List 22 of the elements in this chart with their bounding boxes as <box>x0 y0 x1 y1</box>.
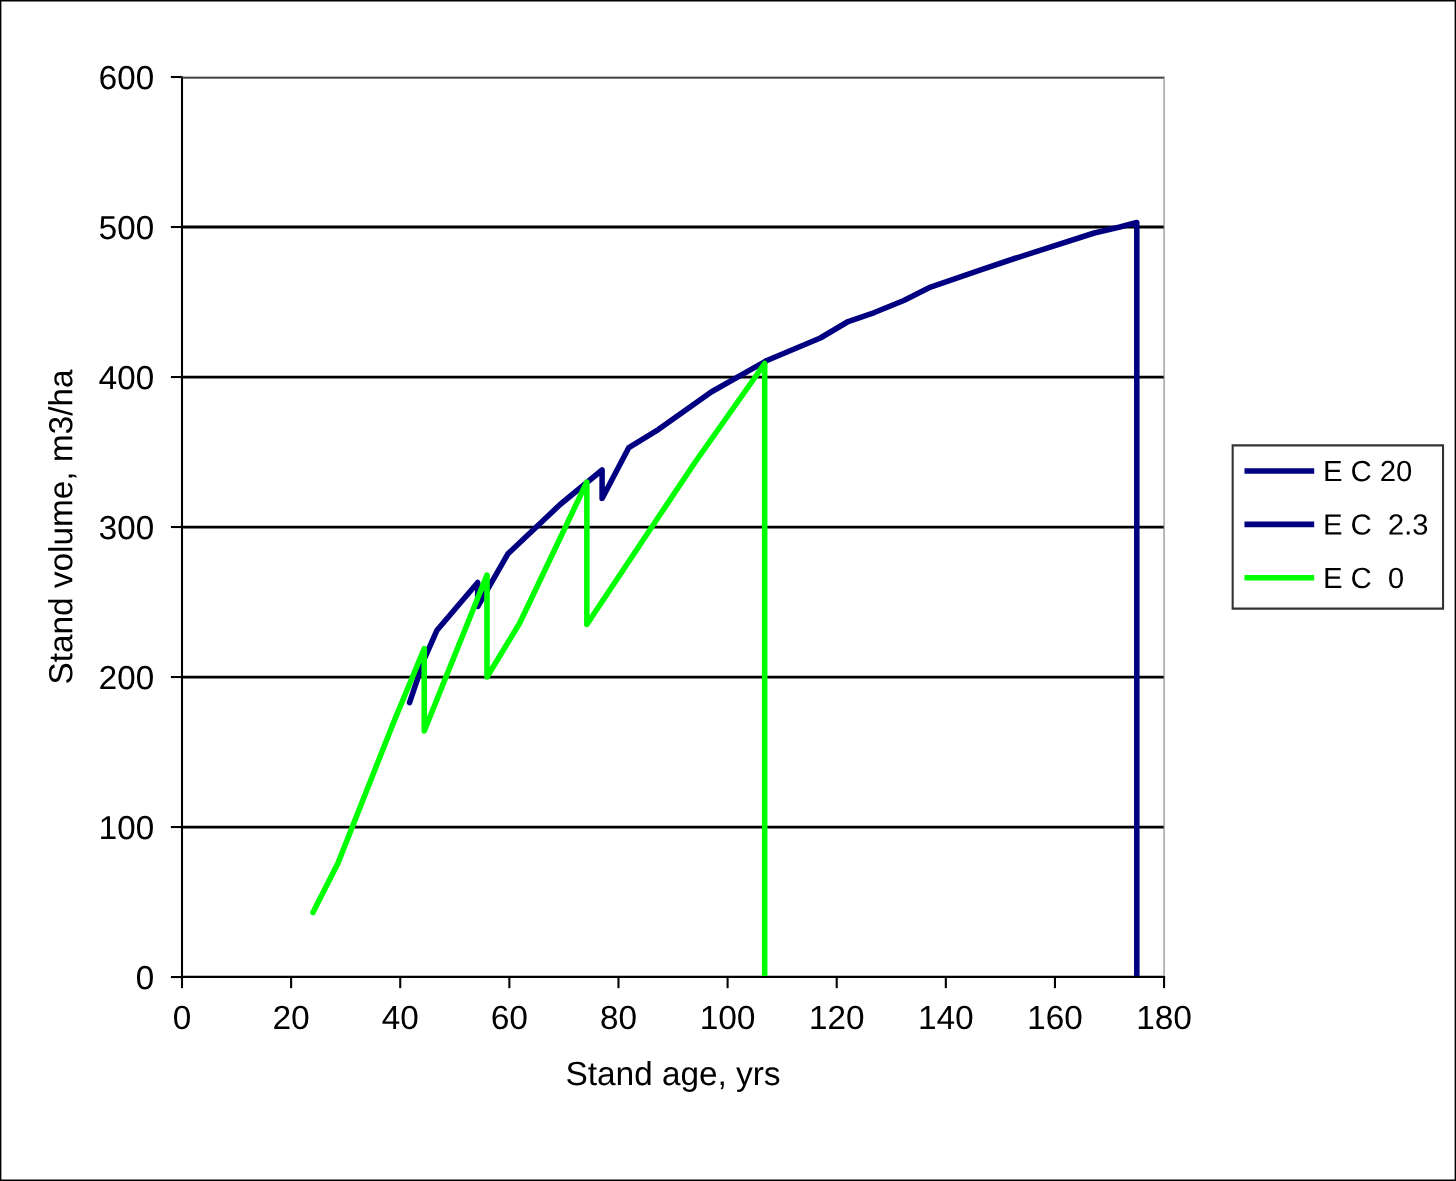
x-tick-label: 60 <box>492 1005 527 1030</box>
x-tick-label: 100 <box>702 1005 755 1030</box>
x-tick-label: 20 <box>274 1005 309 1030</box>
y-tick-label: 300 <box>99 515 153 540</box>
x-tick-label: 40 <box>382 1005 418 1030</box>
x-tick-label: 80 <box>601 1005 636 1030</box>
legend-label: E C 2.3 <box>1325 514 1428 535</box>
x-tick-label: 0 <box>174 1005 190 1030</box>
y-tick-label: 400 <box>99 365 153 390</box>
y-tick-label: 600 <box>100 65 153 90</box>
y-axis-title: Stand volume, m3/ha <box>48 369 77 683</box>
x-tick-label: 180 <box>1138 1005 1191 1030</box>
x-tick-label: 140 <box>920 1005 973 1030</box>
y-tick-label: 100 <box>101 815 153 840</box>
legend-label: E C 20 <box>1325 460 1412 482</box>
x-axis-title: Stand age, yrs <box>567 1060 780 1092</box>
x-tick-label: 160 <box>1029 1005 1082 1030</box>
legend-label: E C 0 <box>1325 567 1403 589</box>
y-tick-label: 0 <box>136 965 153 990</box>
y-tick-label: 500 <box>99 215 153 240</box>
x-tick-label: 120 <box>811 1005 864 1030</box>
y-tick-label: 200 <box>100 665 153 690</box>
